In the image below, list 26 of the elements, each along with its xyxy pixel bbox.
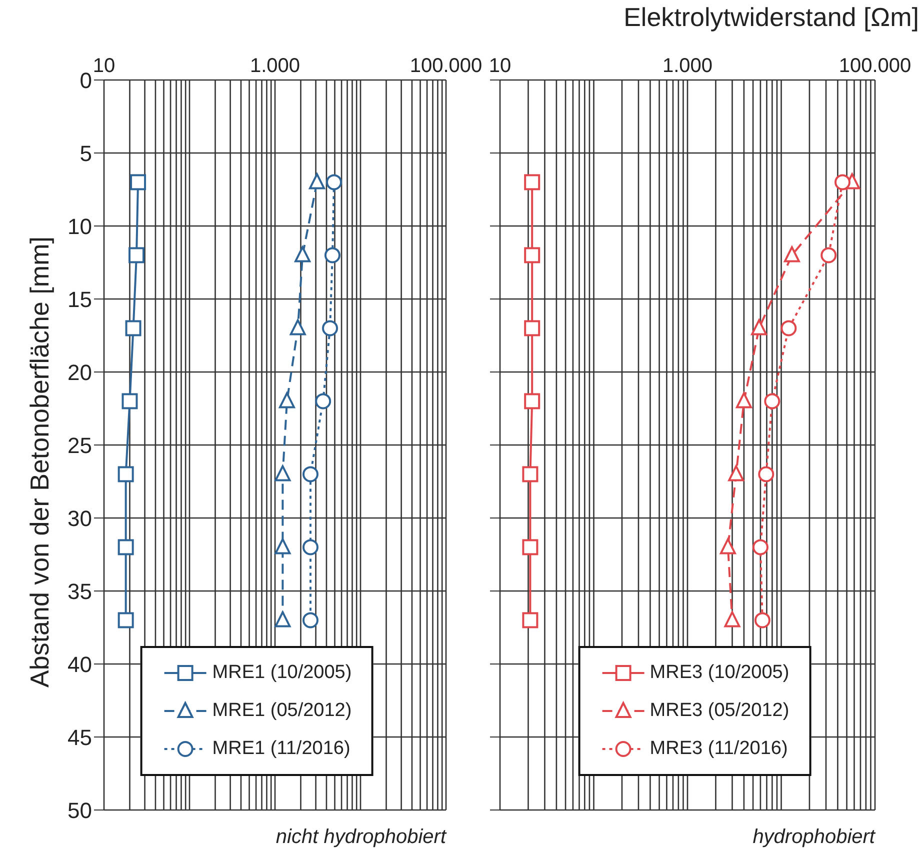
y-tick-label: 45 <box>68 724 92 750</box>
x-tick-label: 1.000 <box>250 55 300 77</box>
legend-label: MRE1 (11/2016) <box>212 738 350 760</box>
y-tick-label: 25 <box>68 432 92 458</box>
y-tick-label: 5 <box>80 140 92 166</box>
x-tick-label: 1.000 <box>662 55 713 77</box>
legend-label: MRE3 (10/2005) <box>650 662 790 684</box>
legend-label: MRE3 (05/2012) <box>650 700 790 722</box>
text: nicht hydrophobiert <box>276 826 446 849</box>
x-axis-title: Elektrolytwiderstand [Ωm] <box>624 2 919 33</box>
y-tick-label: 20 <box>68 360 92 385</box>
x-tick-label: 10 <box>488 55 512 77</box>
legend-label: MRE1 (05/2012) <box>212 700 352 722</box>
y-tick-label: 50 <box>68 798 92 823</box>
x-tick-label: 100.000 <box>838 55 912 77</box>
y-tick-label: 15 <box>68 286 92 312</box>
y-tick-label: 35 <box>68 578 92 604</box>
y-tick-label: 10 <box>68 214 92 239</box>
x-tick-label: 100.000 <box>410 55 482 77</box>
y-axis-title: Abstand von der Betonoberfläche [mm] <box>24 236 56 688</box>
y-tick-label: 30 <box>68 506 92 531</box>
legend-label: MRE1 (10/2005) <box>212 662 352 684</box>
legend-label: MRE3 (11/2016) <box>650 738 788 760</box>
y-tick-label: 0 <box>80 68 92 93</box>
y-tick-label: 40 <box>68 652 92 677</box>
text: hydrophobiert <box>752 826 875 849</box>
